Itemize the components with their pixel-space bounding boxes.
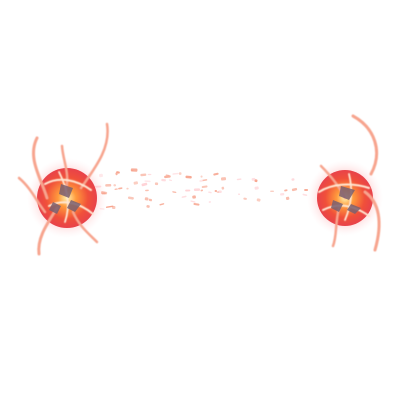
spark-particle bbox=[256, 198, 261, 202]
spark-particle bbox=[133, 181, 138, 185]
spark-particle bbox=[284, 189, 288, 192]
spark-particle bbox=[144, 180, 151, 183]
spark-particle bbox=[145, 189, 149, 192]
spark-particle bbox=[130, 168, 138, 172]
spark-particle bbox=[140, 173, 147, 177]
spark-particle bbox=[237, 193, 241, 196]
spark-particle bbox=[105, 184, 112, 187]
spark-particle bbox=[291, 187, 298, 192]
spark-particle bbox=[154, 182, 159, 186]
spark-particle bbox=[164, 175, 171, 179]
spark-particle bbox=[147, 173, 152, 176]
spark-particle bbox=[200, 189, 204, 192]
spark-particle bbox=[280, 193, 285, 196]
spark-particle bbox=[141, 182, 148, 187]
spark-particle bbox=[202, 179, 208, 182]
spark-trail bbox=[95, 168, 309, 210]
spark-particle bbox=[113, 184, 117, 187]
spark-particle bbox=[185, 175, 192, 179]
left-fire-orb-icon bbox=[17, 122, 109, 256]
spark-particle bbox=[105, 205, 114, 208]
spark-particle bbox=[200, 175, 203, 178]
spark-particle bbox=[146, 205, 150, 208]
spark-particle bbox=[199, 179, 204, 183]
spark-particle bbox=[115, 172, 118, 176]
spark-particle bbox=[111, 205, 116, 210]
spark-particle bbox=[192, 195, 196, 199]
spark-particle bbox=[302, 193, 308, 197]
spark-particle bbox=[185, 189, 191, 192]
spark-particle bbox=[236, 178, 242, 181]
spark-particle bbox=[172, 172, 179, 175]
spark-particle bbox=[208, 201, 212, 204]
spark-particle bbox=[213, 172, 219, 176]
spark-particle bbox=[270, 190, 275, 192]
spark-particle bbox=[148, 198, 153, 202]
spark-particle bbox=[218, 190, 222, 194]
spark-particle bbox=[127, 196, 134, 200]
spark-particle bbox=[144, 197, 149, 201]
spark-particle bbox=[159, 203, 165, 206]
spark-particle bbox=[161, 178, 166, 182]
spark-particle bbox=[291, 178, 295, 181]
spark-particle bbox=[172, 191, 177, 194]
spark-particle bbox=[193, 188, 201, 191]
spark-particle bbox=[178, 172, 182, 175]
spark-particle bbox=[214, 190, 218, 193]
spark-particle bbox=[165, 174, 170, 177]
spark-particle bbox=[190, 200, 196, 203]
spark-particle bbox=[254, 186, 259, 190]
spark-particle bbox=[220, 177, 227, 181]
spark-particle bbox=[201, 185, 208, 189]
spark-particle bbox=[208, 191, 212, 194]
spark-particle bbox=[168, 179, 173, 182]
spark-particle bbox=[243, 197, 247, 200]
spark-particle bbox=[114, 188, 118, 190]
spark-particle bbox=[126, 187, 129, 190]
spark-particle bbox=[216, 191, 220, 193]
spark-particle bbox=[304, 189, 309, 192]
spark-particle bbox=[251, 177, 256, 181]
spark-particle bbox=[181, 195, 187, 198]
spark-particle bbox=[221, 186, 225, 190]
spark-particle bbox=[118, 187, 123, 190]
right-fire-orb-icon bbox=[307, 114, 383, 252]
spark-particle bbox=[285, 196, 290, 201]
spark-particle bbox=[193, 203, 200, 206]
